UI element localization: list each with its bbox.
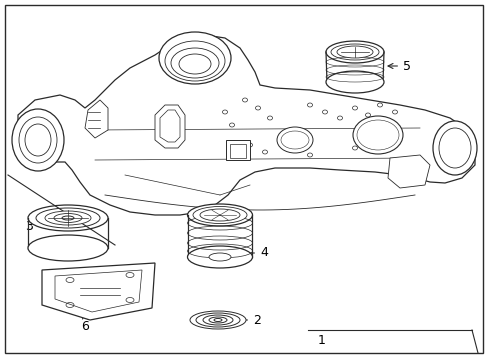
Ellipse shape: [188, 204, 252, 226]
Ellipse shape: [19, 117, 57, 163]
Ellipse shape: [28, 205, 108, 231]
Bar: [230, 144, 246, 158]
Ellipse shape: [209, 253, 231, 261]
Ellipse shape: [308, 153, 313, 157]
Ellipse shape: [352, 146, 358, 150]
Ellipse shape: [54, 213, 82, 222]
Ellipse shape: [247, 143, 252, 147]
PathPatch shape: [18, 35, 475, 215]
Ellipse shape: [255, 106, 261, 110]
Polygon shape: [155, 105, 185, 148]
Ellipse shape: [190, 311, 246, 329]
Ellipse shape: [28, 235, 108, 261]
Ellipse shape: [229, 123, 235, 127]
Ellipse shape: [179, 54, 211, 74]
Ellipse shape: [322, 110, 327, 114]
Ellipse shape: [392, 110, 397, 114]
Ellipse shape: [214, 319, 222, 321]
Ellipse shape: [331, 44, 379, 60]
Ellipse shape: [377, 103, 383, 107]
Ellipse shape: [193, 207, 247, 224]
Ellipse shape: [188, 246, 252, 268]
Ellipse shape: [277, 127, 313, 153]
Ellipse shape: [337, 46, 373, 58]
Text: 6: 6: [81, 314, 89, 333]
Ellipse shape: [12, 109, 64, 171]
Ellipse shape: [243, 98, 247, 102]
Ellipse shape: [165, 41, 225, 81]
Polygon shape: [388, 155, 430, 188]
Text: 1: 1: [318, 334, 326, 347]
Ellipse shape: [338, 116, 343, 120]
Ellipse shape: [159, 32, 231, 84]
Ellipse shape: [25, 124, 51, 156]
Ellipse shape: [62, 216, 74, 220]
Ellipse shape: [439, 128, 471, 168]
Ellipse shape: [268, 116, 272, 120]
Ellipse shape: [352, 106, 358, 110]
Ellipse shape: [222, 110, 227, 114]
Polygon shape: [85, 100, 108, 138]
Ellipse shape: [200, 209, 240, 221]
Text: 5: 5: [388, 59, 411, 72]
Ellipse shape: [308, 103, 313, 107]
Ellipse shape: [203, 315, 233, 325]
Text: 2: 2: [237, 314, 261, 327]
Ellipse shape: [196, 313, 240, 327]
Ellipse shape: [45, 211, 91, 225]
Text: 3: 3: [25, 220, 54, 233]
Ellipse shape: [326, 41, 384, 63]
Ellipse shape: [263, 150, 268, 154]
Ellipse shape: [36, 208, 100, 228]
Polygon shape: [42, 263, 155, 320]
Ellipse shape: [366, 113, 370, 117]
Text: 4: 4: [236, 247, 268, 260]
Ellipse shape: [209, 317, 227, 323]
Bar: [226, 140, 250, 160]
Ellipse shape: [353, 116, 403, 154]
Ellipse shape: [326, 71, 384, 93]
Ellipse shape: [171, 48, 219, 78]
Ellipse shape: [433, 121, 477, 175]
